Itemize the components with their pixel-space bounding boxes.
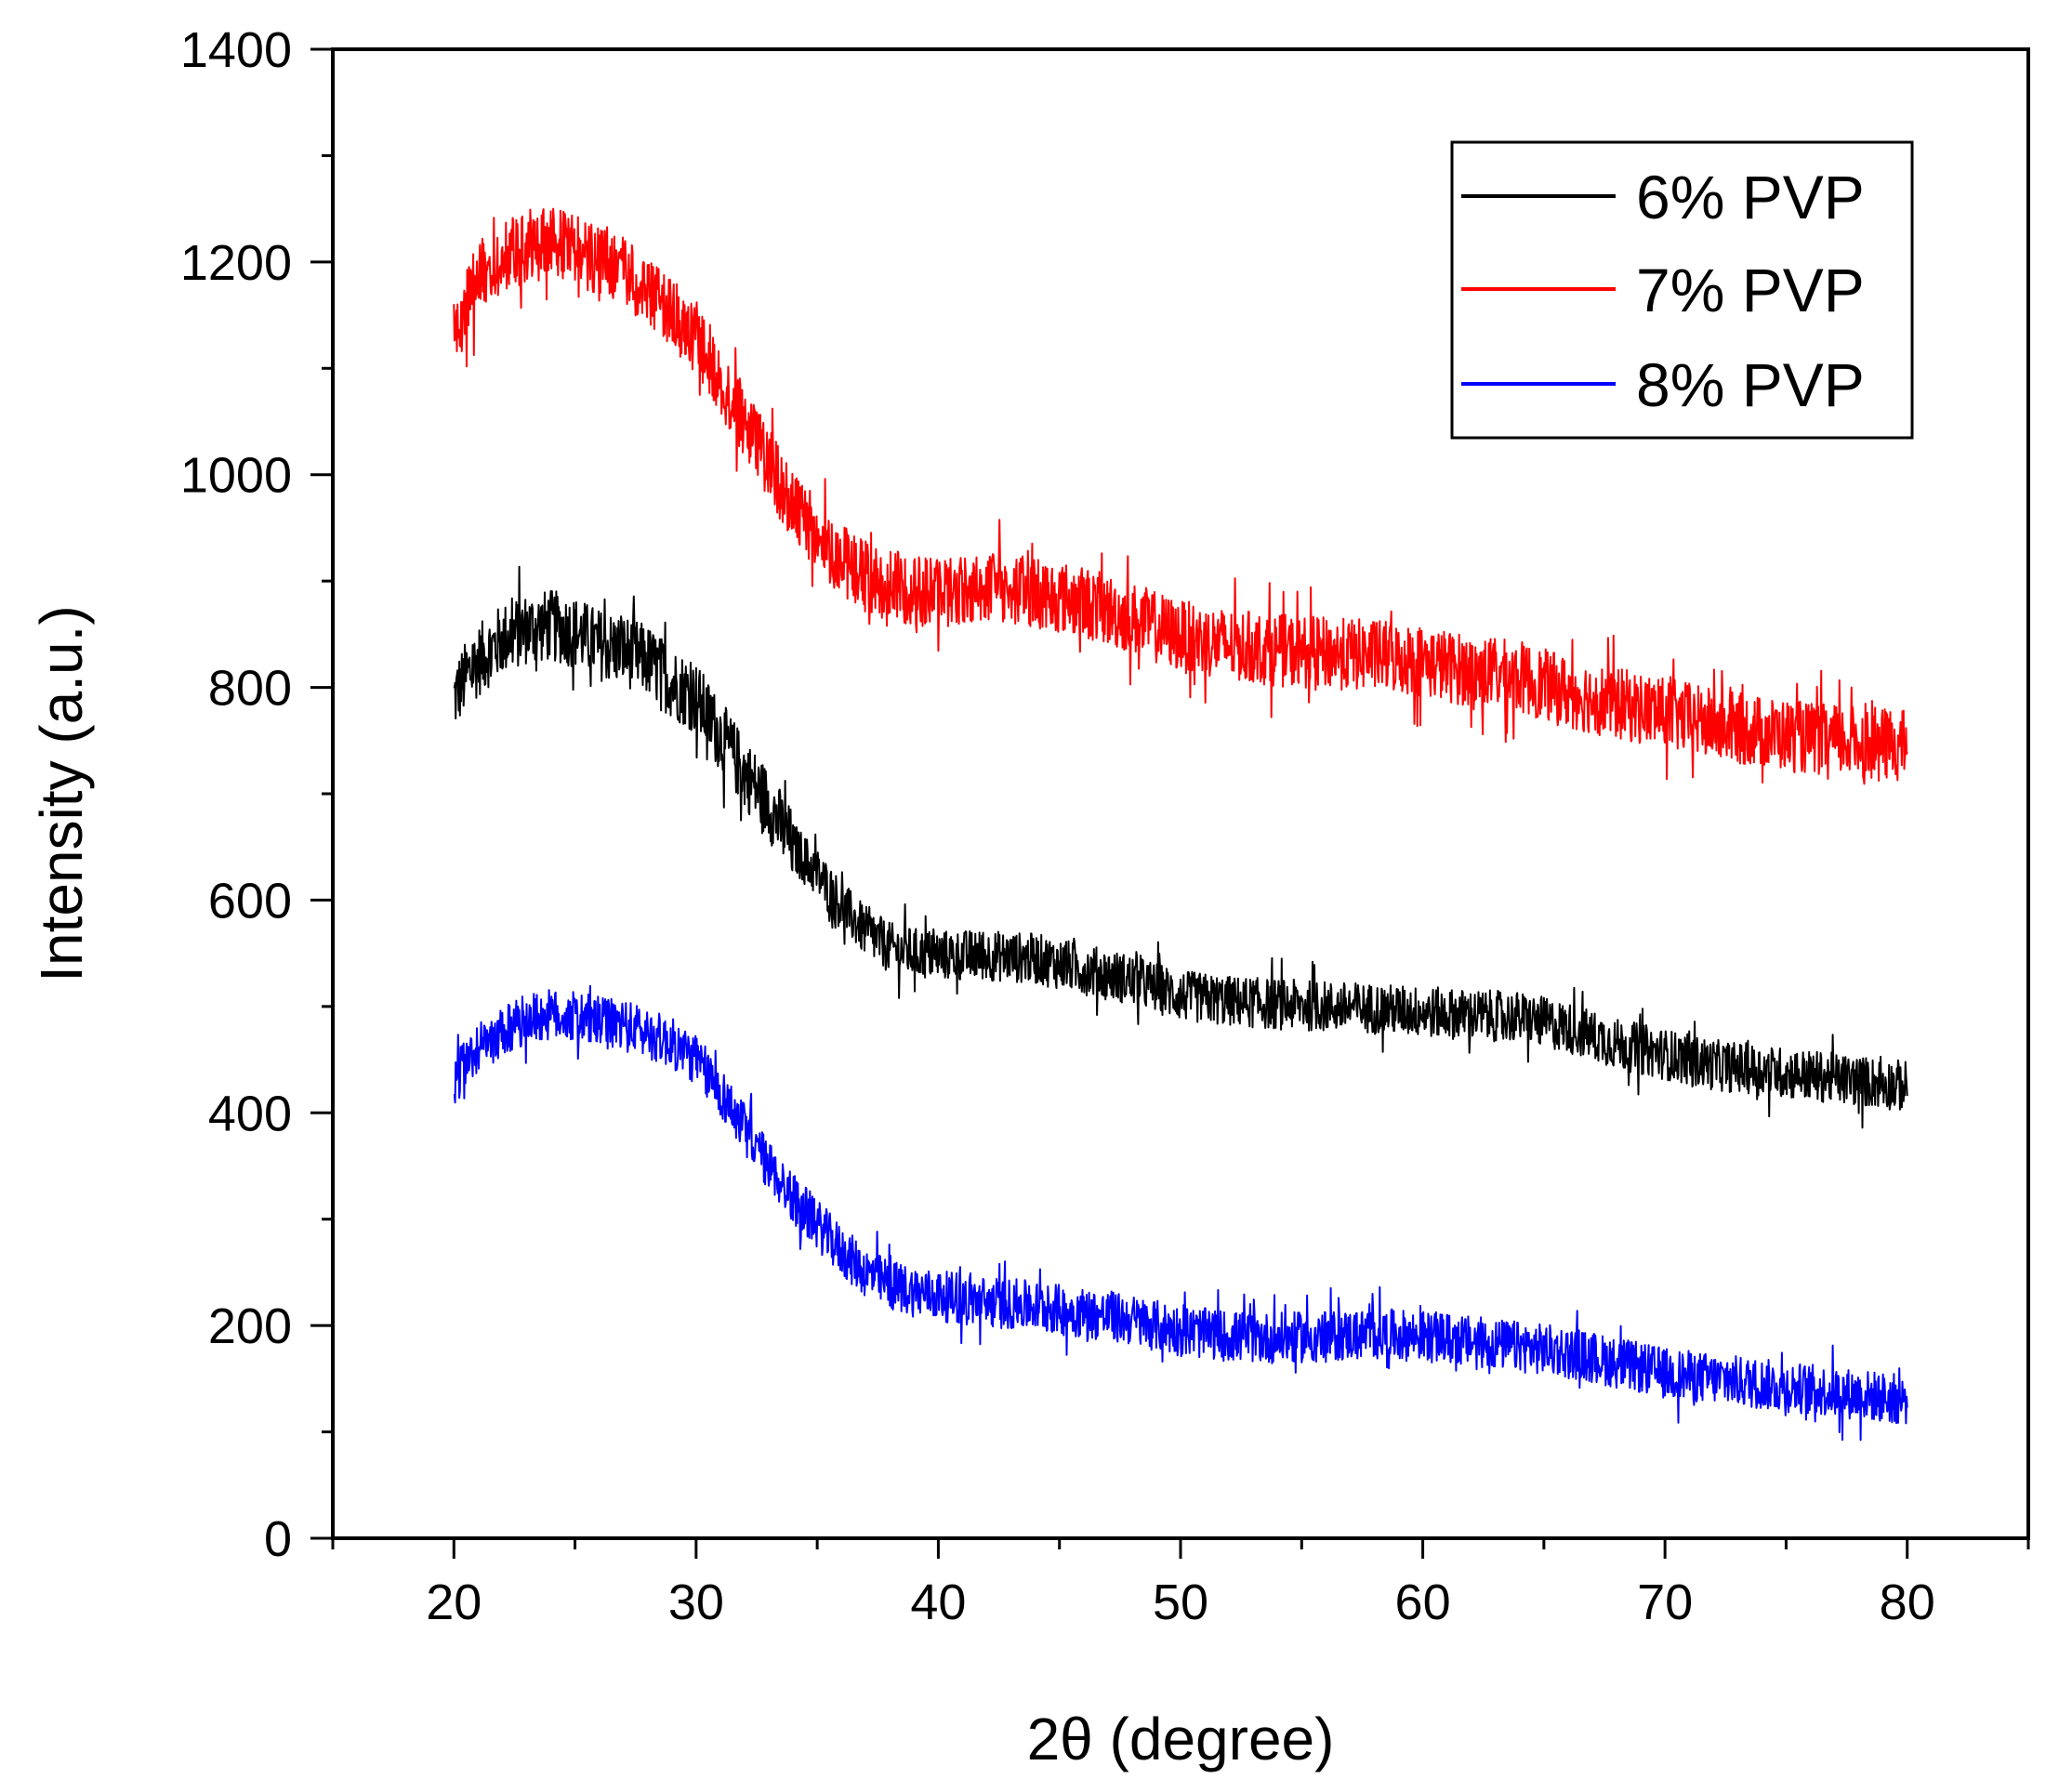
y-tick-label: 1000 (180, 448, 292, 504)
x-axis-title: 2θ (degree) (1027, 1706, 1335, 1772)
y-tick-label: 1200 (180, 235, 292, 291)
x-tick-labels: 20 30 40 50 60 70 80 (426, 1575, 1935, 1630)
y-tick-label: 400 (208, 1086, 292, 1141)
y-axis-title: Intensity (a.u.) (28, 605, 95, 982)
y-tick-label: 200 (208, 1298, 292, 1354)
plot-lines (453, 207, 1908, 1442)
series-line-8-pvp (453, 984, 1908, 1442)
x-tick-label: 60 (1395, 1575, 1451, 1630)
x-tick-label: 40 (910, 1575, 966, 1630)
x-tick-label: 80 (1880, 1575, 1935, 1630)
y-tick-label: 1400 (180, 22, 292, 78)
legend-label-6pct: 6% PVP (1636, 163, 1865, 231)
axis-ticks (310, 47, 2030, 1559)
series-line-7-pvp (453, 207, 1908, 785)
y-tick-label: 0 (264, 1511, 292, 1567)
series-line-6-pvp (453, 565, 1908, 1129)
legend-label-7pct: 7% PVP (1636, 256, 1865, 324)
y-tick-label: 800 (208, 661, 292, 717)
legend-label-8pct: 8% PVP (1636, 350, 1865, 419)
x-tick-label: 30 (668, 1575, 724, 1630)
y-tick-label: 600 (208, 873, 292, 929)
y-tick-labels: 0 200 400 600 800 1000 1200 1400 (180, 22, 292, 1567)
x-tick-label: 70 (1637, 1575, 1693, 1630)
x-tick-label: 50 (1153, 1575, 1208, 1630)
legend: 6% PVP 7% PVP 8% PVP (1450, 140, 1914, 440)
x-tick-label: 20 (426, 1575, 482, 1630)
